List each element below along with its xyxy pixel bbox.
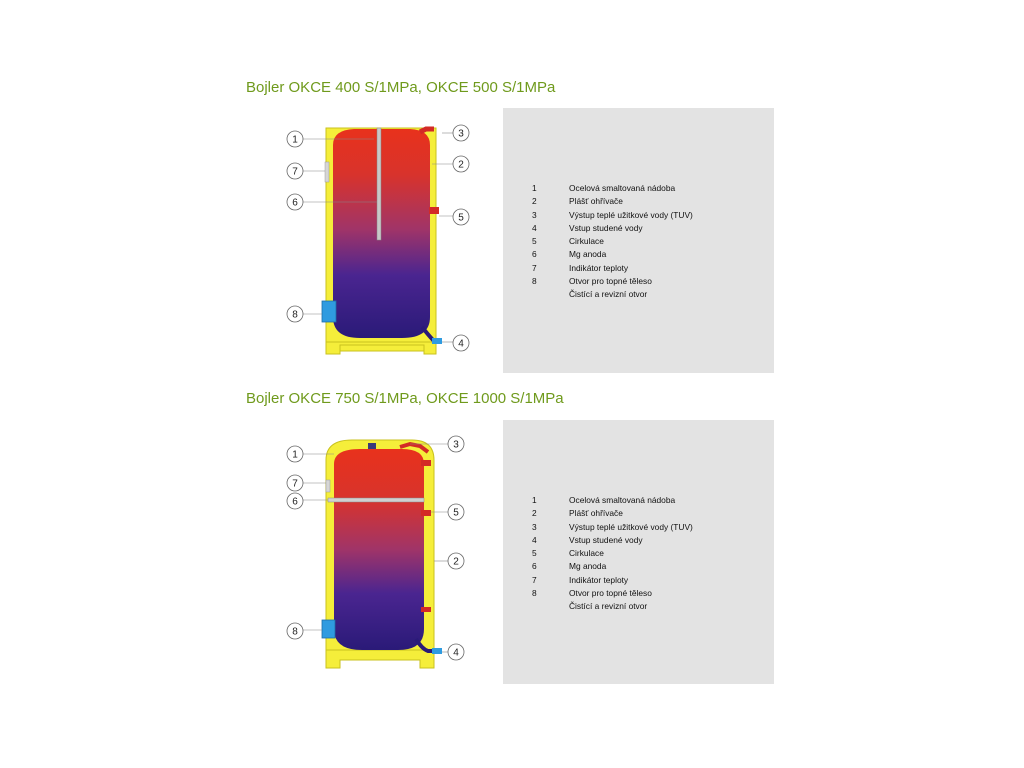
legend-item: 7 Indikátor teploty bbox=[532, 262, 629, 273]
circulation-pipe bbox=[421, 510, 431, 516]
svg-text:8: 8 bbox=[292, 627, 298, 638]
legend-item: 6 Mg anoda bbox=[532, 561, 607, 572]
callout-8: 8 bbox=[286, 622, 304, 640]
svg-text:6: 6 bbox=[292, 198, 298, 209]
legend-panel-2: 1 Ocelová smaltovaná nádoba 2 Plášť ohříva… bbox=[503, 420, 774, 684]
legend-item: 1 Ocelová smaltovaná nádoba bbox=[532, 183, 676, 193]
leader-lines bbox=[303, 443, 448, 653]
callout-1: 1 bbox=[286, 130, 304, 148]
heater-flange bbox=[321, 619, 336, 639]
mg-anode bbox=[376, 127, 382, 241]
callout-5: 5 bbox=[452, 208, 470, 226]
svg-text:1: 1 bbox=[292, 135, 298, 146]
legend-item: 5 Cirkulace bbox=[532, 548, 604, 559]
temperature-indicator bbox=[325, 479, 331, 493]
legend-list: 1 Ocelová smaltovaná nádoba 2 Plášť ohříva… bbox=[532, 182, 693, 302]
hot-water-outlet-pipe bbox=[399, 441, 430, 454]
hot-water-outlet-pipe bbox=[418, 126, 434, 135]
callout-3: 3 bbox=[452, 124, 470, 142]
svg-text:2: 2 bbox=[458, 160, 464, 171]
svg-text:7: 7 bbox=[292, 167, 298, 178]
legend-item: 2 Plášť ohřívače bbox=[532, 196, 623, 207]
svg-text:5: 5 bbox=[453, 508, 459, 519]
legend-item: Čistící a revizní otvor bbox=[569, 289, 648, 300]
heater-flange bbox=[321, 300, 337, 323]
svg-text:1: 1 bbox=[292, 450, 298, 461]
legend-item: 7 Indikátor teploty bbox=[532, 574, 629, 585]
legend-item: 8 Otvor pro topné těleso bbox=[532, 588, 652, 599]
callout-4: 4 bbox=[447, 643, 465, 661]
callout-2: 2 bbox=[447, 552, 465, 570]
svg-text:4: 4 bbox=[458, 339, 464, 350]
svg-text:5: 5 bbox=[458, 213, 464, 224]
callout-7: 7 bbox=[286, 162, 304, 180]
boiler-diagram-400-500: 1 3 2 7 6 5 8 4 bbox=[286, 124, 470, 355]
svg-text:2: 2 bbox=[453, 557, 459, 568]
svg-text:3: 3 bbox=[453, 440, 459, 451]
svg-text:6: 6 bbox=[292, 497, 298, 508]
legend-item: 4 Vstup studené vody bbox=[532, 534, 643, 545]
svg-text:7: 7 bbox=[292, 479, 298, 490]
mg-anode bbox=[327, 497, 425, 503]
svg-text:4: 4 bbox=[453, 648, 459, 659]
cold-water-inlet-pipe bbox=[414, 637, 440, 653]
legend-item: 6 Mg anoda bbox=[532, 249, 607, 260]
steel-tank bbox=[334, 449, 424, 650]
callout-1: 1 bbox=[286, 445, 304, 463]
legend-list: 1 Ocelová smaltovaná nádoba 2 Plášť ohříva… bbox=[532, 494, 693, 614]
circulation-pipe bbox=[429, 207, 439, 214]
legend-item: 4 Vstup studené vody bbox=[532, 222, 643, 233]
svg-text:8: 8 bbox=[292, 310, 298, 321]
legend-item: 5 Cirkulace bbox=[532, 236, 604, 247]
legend-item: 1 Ocelová smaltovaná nádoba bbox=[532, 495, 676, 505]
legend-item: 3 Výstup teplé užitkové vody (TUV) bbox=[532, 209, 693, 220]
temperature-indicator bbox=[324, 161, 330, 183]
boiler-diagram-750-1000: 3 1 7 6 5 2 8 4 bbox=[286, 435, 465, 669]
callout-6: 6 bbox=[286, 193, 304, 211]
callout-5: 5 bbox=[447, 503, 465, 521]
callout-7: 7 bbox=[286, 474, 304, 492]
section-2-title: Bojler OKCE 750 S/1MPa, OKCE 1000 S/1MPa bbox=[246, 390, 564, 407]
legend-item: Čistící a revizní otvor bbox=[569, 601, 648, 612]
legend-panel-1: 1 Ocelová smaltovaná nádoba 2 Plášť ohříva… bbox=[503, 108, 774, 373]
legend-item: 8 Otvor pro topné těleso bbox=[532, 276, 652, 287]
callout-3: 3 bbox=[447, 435, 465, 453]
callout-2: 2 bbox=[452, 155, 470, 173]
callout-4: 4 bbox=[452, 334, 470, 352]
svg-text:3: 3 bbox=[458, 129, 464, 140]
callout-8: 8 bbox=[286, 305, 304, 323]
callout-6: 6 bbox=[286, 492, 304, 510]
legend-item: 3 Výstup teplé užitkové vody (TUV) bbox=[532, 521, 693, 532]
legend-item: 2 Plášť ohřívače bbox=[532, 508, 623, 519]
steel-tank bbox=[333, 129, 430, 338]
section-1-title: Bojler OKCE 400 S/1MPa, OKCE 500 S/1MPa bbox=[246, 79, 556, 96]
